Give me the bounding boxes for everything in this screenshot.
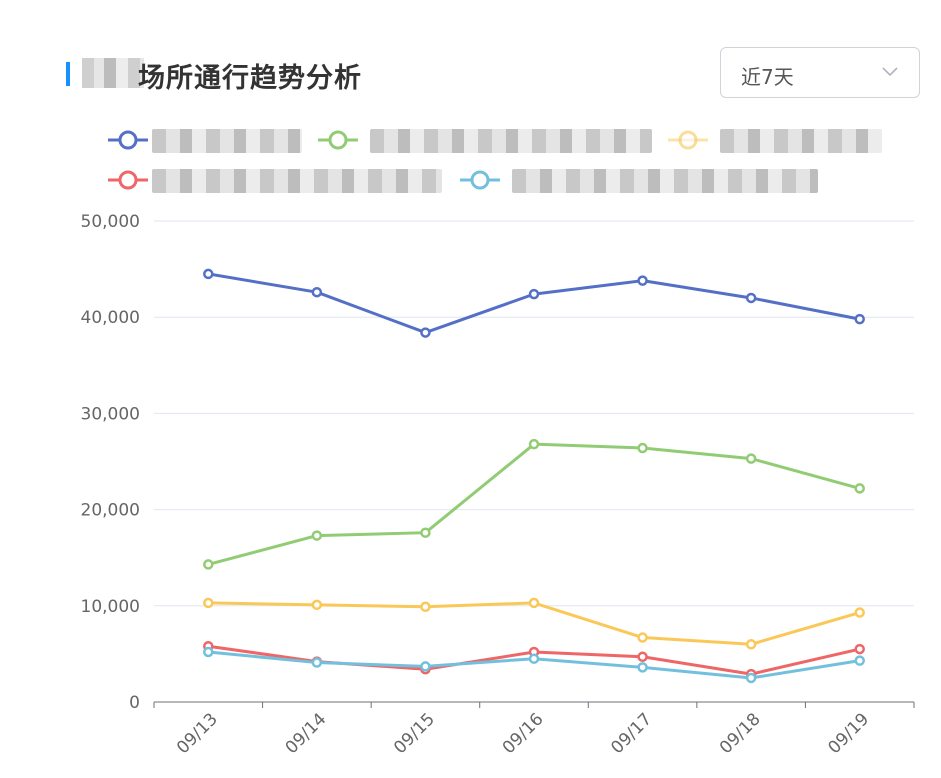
legend-series-4-label-redacted <box>152 169 442 193</box>
date-range-value: 近7天 <box>741 65 794 89</box>
series-5-point <box>637 662 648 673</box>
series-1-point <box>745 292 757 304</box>
y-tick-label: 20,000 <box>81 501 140 521</box>
legend-item-series-1[interactable] <box>108 125 303 155</box>
y-tick-label: 30,000 <box>81 404 140 424</box>
series-2-point <box>311 530 323 541</box>
x-tick-label: 09/17 <box>607 709 656 758</box>
series-3-point <box>420 601 431 613</box>
y-tick-label: 0 <box>129 693 140 713</box>
date-range-select[interactable]: 近7天 <box>720 47 920 98</box>
x-tick-label: 09/15 <box>390 709 439 758</box>
series-5-point <box>311 657 323 668</box>
title-redacted-block <box>82 58 144 88</box>
title-accent-bar <box>66 62 70 86</box>
legend-series-2-label-redacted <box>370 129 652 153</box>
series-4-point <box>854 643 865 655</box>
series-2-point <box>854 483 865 494</box>
series-5-point <box>203 646 214 658</box>
x-tick-label: 09/14 <box>282 709 331 758</box>
legend-item-series-2[interactable] <box>318 125 653 155</box>
series-5-point <box>854 655 865 666</box>
series-3-point <box>745 639 757 650</box>
series-3-point <box>854 607 865 618</box>
y-tick-label: 10,000 <box>81 597 140 617</box>
series-2-point <box>528 438 540 450</box>
legend-series-1-icon <box>108 130 148 150</box>
series-5-point <box>745 672 757 684</box>
series-2-point <box>203 559 214 570</box>
series-2-point <box>637 442 648 454</box>
chevron-down-icon <box>882 67 898 77</box>
page-title: 场所通行趋势分析 <box>138 63 362 94</box>
series-1-point <box>420 327 431 338</box>
series-1-line <box>208 272 861 335</box>
legend-item-series-4[interactable] <box>108 165 443 195</box>
legend-item-series-5[interactable] <box>460 165 820 195</box>
legend-series-4-icon <box>108 170 148 190</box>
legend-series-3-icon <box>668 130 708 150</box>
series-2-point <box>420 527 431 538</box>
y-tick-label: 40,000 <box>81 308 140 328</box>
series-4-point <box>637 651 648 663</box>
series-1-point <box>637 275 648 286</box>
series-1-point <box>311 286 323 298</box>
x-tick-label: 09/18 <box>716 709 765 758</box>
legend-series-1-label-redacted <box>152 129 302 153</box>
series-1-point <box>854 313 865 325</box>
x-tick-label: 09/16 <box>499 709 548 758</box>
series-3-point <box>311 599 323 611</box>
series-3-point <box>637 632 648 643</box>
legend-series-2-icon <box>318 130 358 150</box>
series-1-point <box>203 268 214 280</box>
series-2-line <box>207 442 861 566</box>
legend-series-5-label-redacted <box>512 169 818 193</box>
series-3-line <box>208 601 861 646</box>
series-5-point <box>528 653 540 664</box>
legend-item-series-3[interactable] <box>668 125 883 155</box>
x-tick-label: 09/13 <box>173 709 222 758</box>
x-tick-label: 09/19 <box>824 709 873 758</box>
series-2-point <box>745 453 757 464</box>
series-3-point <box>528 597 540 609</box>
legend-series-3-label-redacted <box>720 129 882 153</box>
y-tick-label: 50,000 <box>81 212 140 232</box>
series-5-point <box>420 661 431 672</box>
series-1-point <box>528 288 540 300</box>
legend-series-5-icon <box>460 170 500 190</box>
series-3-point <box>203 597 214 609</box>
